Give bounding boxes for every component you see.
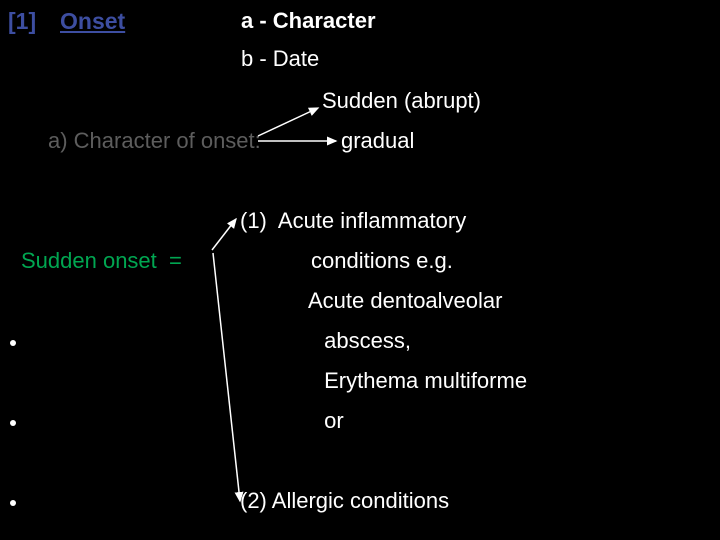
list-line-1: (1) Acute inflammatory	[240, 208, 466, 234]
branch-sudden: Sudden (abrupt)	[322, 88, 481, 114]
sublist-b: b - Date	[241, 46, 319, 72]
bullet-3	[10, 500, 16, 506]
bullet-2	[10, 420, 16, 426]
heading-word: Onset	[60, 8, 125, 35]
list-line-3: Acute dentoalveolar	[308, 288, 502, 314]
bullet-1	[10, 340, 16, 346]
sudden-onset-label: Sudden onset =	[21, 248, 182, 274]
branch-gradual: gradual	[341, 128, 414, 154]
arrow-to-item1	[212, 219, 236, 250]
list-line-5: Erythema multiforme	[318, 368, 527, 394]
list-line-6: or	[318, 408, 344, 434]
list-line-4: abscess,	[318, 328, 411, 354]
heading-number: [1]	[8, 8, 36, 35]
list-line-7: (2) Allergic conditions	[240, 488, 449, 514]
slide-stage: [1] Onset a - Character b - Date Sudden …	[0, 0, 720, 540]
arrow-to-sudden	[258, 108, 318, 136]
arrow-to-item2	[213, 253, 240, 501]
list-line-2: conditions e.g.	[311, 248, 453, 274]
sublist-a: a - Character	[241, 8, 376, 34]
character-of-onset: a) Character of onset:	[48, 128, 261, 154]
